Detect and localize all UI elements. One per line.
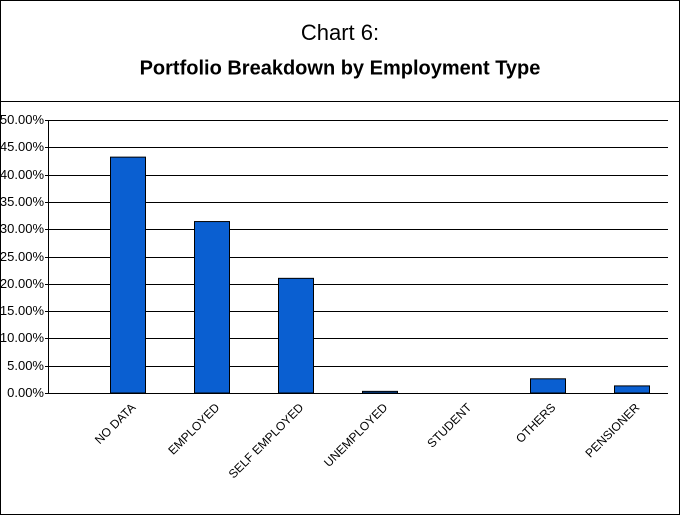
bar xyxy=(530,378,566,394)
y-tick-label: 40.00% xyxy=(0,167,44,182)
bar xyxy=(194,221,230,394)
bar xyxy=(278,277,314,394)
chart-subtitle: Portfolio Breakdown by Employment Type xyxy=(140,57,541,79)
y-tick-label: 0.00% xyxy=(7,385,44,400)
chart-title: Chart 6: xyxy=(301,20,379,45)
y-tick-label: 50.00% xyxy=(0,112,44,127)
y-tick-label: 45.00% xyxy=(0,139,44,154)
bar xyxy=(614,385,650,394)
bar xyxy=(362,390,398,394)
y-tick-label: 30.00% xyxy=(0,221,44,236)
y-tick-label: 35.00% xyxy=(0,194,44,209)
y-tick-label: 20.00% xyxy=(0,276,44,291)
y-tick-label: 5.00% xyxy=(7,358,44,373)
y-tick-label: 10.00% xyxy=(0,330,44,345)
y-tick-label: 15.00% xyxy=(0,303,44,318)
bar xyxy=(110,156,146,394)
y-tick-label: 25.00% xyxy=(0,249,44,264)
